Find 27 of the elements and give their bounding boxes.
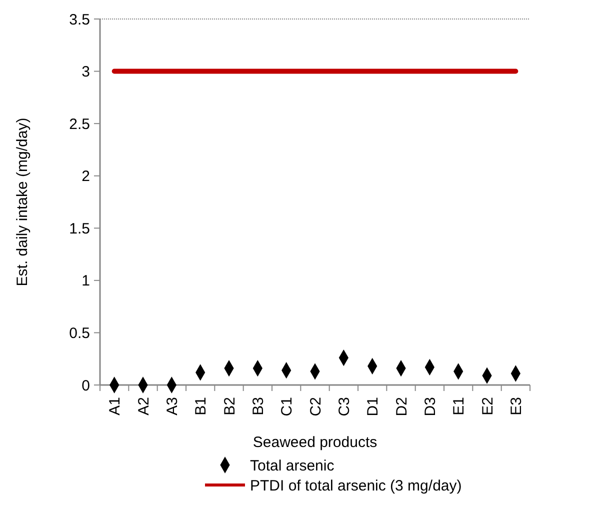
x-tick-label: A3 — [164, 397, 181, 416]
x-tick-label: E3 — [508, 397, 525, 416]
y-tick-label: 0.5 — [69, 324, 90, 342]
x-tick-label: C2 — [307, 397, 324, 416]
x-tick-label: B3 — [250, 397, 267, 416]
y-axis-title: Est. daily intake (mg/day) — [14, 118, 31, 286]
x-tick-label: E1 — [450, 397, 468, 416]
x-axis-title: Seaweed products — [252, 434, 378, 451]
y-tick-label: 2 — [82, 168, 90, 186]
y-tick-label: 3 — [82, 64, 90, 81]
x-tick-label: D2 — [393, 397, 410, 416]
x-tick-label: A2 — [135, 397, 152, 416]
y-tick-label: 1.5 — [69, 220, 90, 238]
legend-label: Total arsenic — [250, 457, 335, 474]
legend-label: PTDI of total arsenic (3 mg/day) — [250, 477, 462, 494]
y-tick-label: 3.5 — [69, 11, 90, 28]
x-tick-label: D3 — [422, 397, 439, 416]
x-tick-label: C1 — [278, 397, 296, 416]
x-tick-label: B1 — [192, 397, 210, 416]
x-tick-label: A1 — [106, 397, 124, 416]
x-tick-label: C3 — [336, 397, 353, 416]
y-tick-label: 1 — [82, 272, 90, 290]
x-tick-label: E2 — [479, 397, 496, 416]
x-tick-label: B2 — [221, 397, 238, 416]
y-tick-label: 2.5 — [69, 116, 90, 133]
x-tick-label: D1 — [364, 397, 382, 416]
y-tick-label: 0 — [82, 377, 90, 394]
